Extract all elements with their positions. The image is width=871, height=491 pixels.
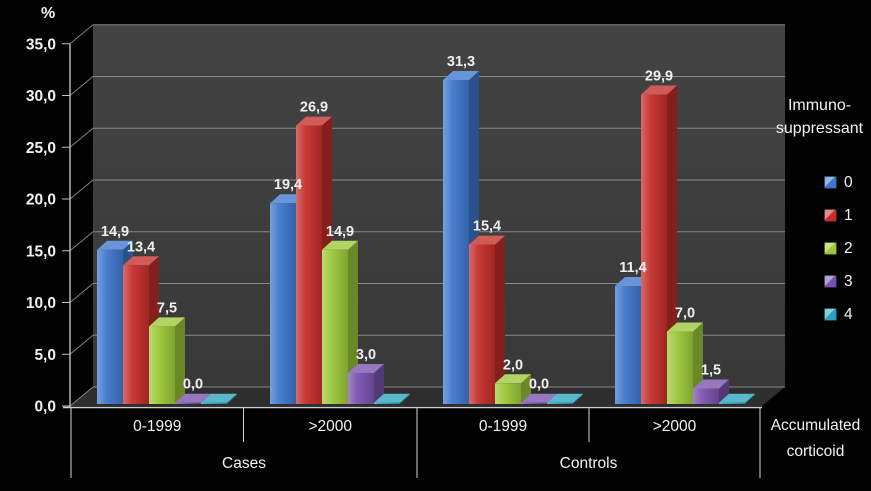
category-label: >2000 <box>308 418 352 435</box>
y-tick-label: 20,0 <box>26 192 56 209</box>
legend-title-line2: suppressant <box>775 120 864 137</box>
bar-group2-series-2 <box>322 240 358 404</box>
bar-group1-series-2 <box>149 317 185 404</box>
bar-value-label: 11,4 <box>619 260 646 276</box>
bar-value-label: 31,3 <box>447 54 475 70</box>
x-axis-title: Accumulated corticoid <box>760 413 871 464</box>
category-label: >2000 <box>653 418 697 435</box>
x-axis-title-line2: corticoid <box>786 442 845 460</box>
legend-items: 0 1 2 3 4 <box>768 166 871 331</box>
y-tick-label: 30,0 <box>26 88 56 105</box>
y-tick-label: 35,0 <box>26 36 56 53</box>
gridline-connector <box>69 76 94 96</box>
bar-group3-series-1 <box>469 235 505 404</box>
gridline-connector <box>69 386 94 407</box>
legend-item-2: 2 <box>768 232 871 265</box>
bar-value-label: 0,0 <box>529 377 549 393</box>
bar-value-label: 2,0 <box>503 357 523 373</box>
gridline-connector <box>69 231 94 252</box>
legend-item-label: 0 <box>844 173 853 191</box>
legend-item-1: 1 <box>768 199 871 232</box>
legend-title-line1: Immuno- <box>787 97 852 114</box>
bar-value-label: 13,4 <box>127 239 155 255</box>
bar-group4-series-1 <box>641 85 677 404</box>
bar-group2-series-4 <box>374 393 410 404</box>
bar-value-label: 7,0 <box>675 306 695 322</box>
gridline-connector <box>69 334 94 355</box>
legend-swatch-icon <box>824 242 837 255</box>
category-label: 0-1999 <box>479 418 527 435</box>
gridline-connector <box>69 127 94 148</box>
legend: Immuno- suppressant 0 1 2 3 4 <box>768 94 871 331</box>
group-label: Cases <box>222 455 266 472</box>
legend-item-label: 4 <box>844 305 853 323</box>
y-tick-label: 10,0 <box>26 295 56 312</box>
bar-group1-series-4 <box>201 393 237 404</box>
legend-swatch-icon <box>824 308 837 321</box>
legend-swatch-icon <box>824 176 837 189</box>
bar-group4-series-4 <box>719 393 755 404</box>
bar-group4-series-2 <box>667 322 703 404</box>
legend-item-label: 2 <box>844 239 853 257</box>
bar-value-label: 19,4 <box>274 177 302 193</box>
legend-item-label: 1 <box>844 206 853 224</box>
bar-value-label: 1,5 <box>701 362 721 378</box>
legend-item-3: 3 <box>768 265 871 298</box>
bar-value-label: 3,0 <box>356 347 376 363</box>
legend-title: Immuno- suppressant <box>768 94 871 140</box>
bar-value-label: 14,9 <box>101 224 129 240</box>
legend-swatch-icon <box>824 209 837 222</box>
y-tick-label: 15,0 <box>26 243 56 260</box>
plot-floor <box>70 387 785 406</box>
legend-swatch-icon <box>824 275 837 288</box>
group-label: Controls <box>560 455 618 472</box>
gridline-connector <box>69 179 94 200</box>
gridline-connector <box>69 24 94 45</box>
bar-group3-series-4 <box>547 393 583 404</box>
bar-value-label: 15,4 <box>473 219 501 235</box>
legend-item-label: 3 <box>844 272 853 290</box>
bar-group4-series-3 <box>693 379 729 404</box>
bar-value-label: 14,9 <box>326 224 354 240</box>
bar-group3-series-2 <box>495 374 531 404</box>
bar-group2-series-3 <box>348 363 384 404</box>
bar-value-label: 7,5 <box>157 300 177 316</box>
x-axis-title-line1: Accumulated <box>770 417 861 434</box>
bar-value-label: 26,9 <box>300 100 328 116</box>
legend-item-0: 0 <box>768 166 871 199</box>
bar-value-label: 29,9 <box>645 69 673 85</box>
y-tick-label: 0,0 <box>34 399 56 416</box>
y-axis-unit-label: % <box>41 5 56 22</box>
gridline-connector <box>69 283 94 303</box>
bar-value-label: 0,0 <box>183 377 203 393</box>
y-tick-label: 25,0 <box>26 140 56 157</box>
y-tick-label: 5,0 <box>34 347 56 364</box>
category-label: 0-1999 <box>133 418 181 435</box>
legend-item-4: 4 <box>768 298 871 331</box>
